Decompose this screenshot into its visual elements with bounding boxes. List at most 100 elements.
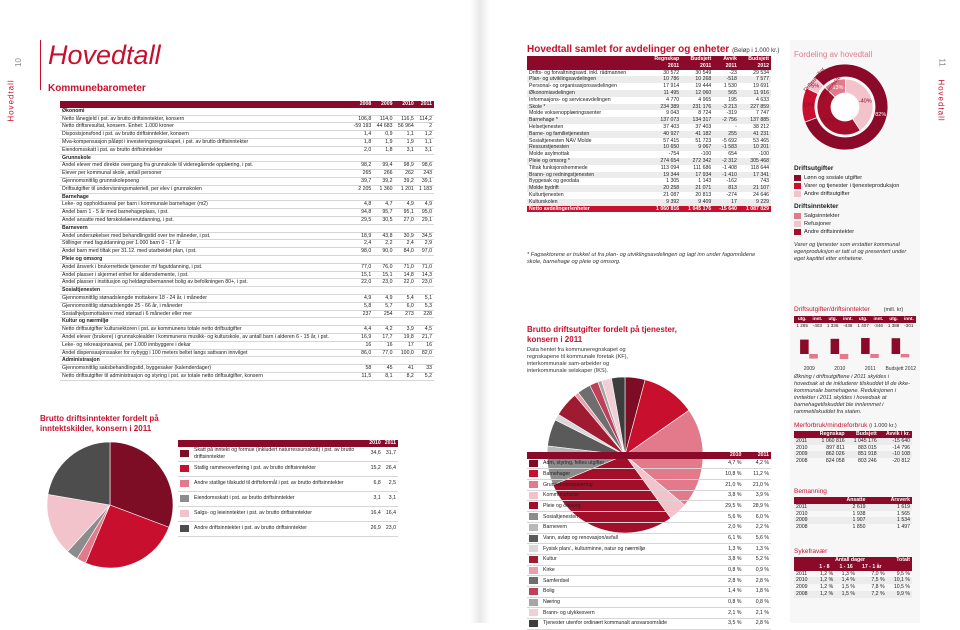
total-row: Netto avdelinger/enheter 1 060 816 1 045 1… <box>527 205 771 213</box>
table-cell: 3,8 % <box>715 554 744 566</box>
table-row: Molde bydrift 20 258 21 071 813 21 107 <box>527 185 771 192</box>
header-cell: Totalt <box>886 557 912 564</box>
table-cell: Gjennomsnittlig grunnskolepoeng <box>60 177 351 186</box>
table-cell: 3,1 <box>415 146 434 155</box>
table-cell: 2,8 % <box>715 575 744 587</box>
table-cell: 272 342 <box>681 157 714 165</box>
section-row: Grunnskole <box>60 154 434 163</box>
table-cell: -1 410 <box>713 171 739 179</box>
header-cell: 2008 <box>350 101 374 108</box>
table-cell: 4,9 <box>373 294 395 303</box>
table-cell: 40 927 <box>646 130 682 138</box>
table-cell: 17 <box>713 198 739 206</box>
header-cell <box>794 557 814 564</box>
legend-item: Andre driftsutgifter <box>794 190 914 198</box>
legend-swatch <box>180 494 189 502</box>
table-cell: 26,9 <box>367 521 383 537</box>
table-row: Elever per kommunal skole, antall person… <box>60 169 434 178</box>
table-cell: 20 258 <box>646 185 682 192</box>
table-cell: 237 <box>350 310 374 319</box>
table-cell: 37 403 <box>695 123 712 130</box>
table-cell: Sosialtjenesten <box>60 286 434 295</box>
table-row: Byggesak og geodata 1 305 1 143 -162 743 <box>527 178 771 185</box>
section-row: Kultur og nærmiljø <box>60 317 434 327</box>
page-number: 10 <box>13 58 23 67</box>
table-cell: Andel dispensasjonssaker for nybygg i 10… <box>60 349 351 358</box>
table-cell: 7 577 <box>738 76 771 84</box>
table-cell: 29,1 <box>415 216 434 225</box>
table-cell: 118 644 <box>750 164 769 171</box>
table-cell: Ressurstjenesten <box>527 144 647 152</box>
table-cell: 44 683 <box>373 122 395 132</box>
legend-swatch <box>794 212 801 219</box>
table-cell: 7 747 <box>756 110 769 117</box>
table-row: Pleie og omsorg 29,5 % 28,9 % <box>527 500 771 513</box>
table-cell: 8,2 <box>394 372 416 381</box>
swatch-cell <box>527 500 541 513</box>
table-row: 1 265 -403 1 336 -438 1 407 -346 1 388 -301 <box>794 323 916 330</box>
table-cell: 2010 <box>796 510 808 517</box>
table-cell: 743 <box>760 178 769 185</box>
table-row: Bolig 1,4 % 1,8 % <box>527 586 771 598</box>
table-cell: 16,9 <box>350 333 374 342</box>
table-cell: Kultur og nærmiljø <box>60 317 434 327</box>
table-row: Gjennomsnittlig saksbehandlingstid, bygg… <box>60 364 434 373</box>
units-footnote: * Fagsektorene er trukket ut fra plan- o… <box>527 252 756 265</box>
table-row: Helsetjenesten 37 403 37 403 - 38 212 <box>527 124 771 131</box>
table-cell: Informasjons- og serviceavdelingen <box>529 96 611 103</box>
overspend-title: Merforbruk/mindreforbruk (i 1.000 kr.) <box>794 422 897 429</box>
table-cell: 19 691 <box>753 83 769 90</box>
table-cell: 1,5 % <box>835 590 857 598</box>
table-row: Plan- og utviklingsavdelingen 10 786 10 26… <box>527 76 771 84</box>
header-cell: Budsjett <box>681 56 714 63</box>
table-cell: Drifts- og forvaltningsavd. inkl. rådman… <box>529 69 627 76</box>
swatch-cell <box>527 511 541 523</box>
table-cell: 7,8 % <box>871 584 885 591</box>
table-cell: 30,9 <box>394 232 416 241</box>
table-cell: Netto driftsresultat, konsern. Enhet: 1.… <box>60 122 351 132</box>
header-cell <box>527 62 647 70</box>
bar <box>839 354 849 359</box>
legend-swatch <box>529 534 538 542</box>
table-cell: -319 <box>726 110 737 117</box>
table-cell: 883 015 <box>857 444 877 451</box>
section-row: Barnevern <box>60 224 434 233</box>
swatch-cell <box>527 468 541 481</box>
table-row: Barne- og familietjenesten 40 927 41 182 25… <box>527 130 771 138</box>
table-cell: Statlig rammeoverføring i pst. av brutto… <box>192 461 368 477</box>
legend-swatch <box>529 566 538 574</box>
table-cell: 2,2 <box>373 239 395 249</box>
header-cell: 17 - 1 år <box>856 563 887 571</box>
swatch-cell <box>527 490 541 502</box>
ratio-unit: (mill. kr) <box>883 307 904 313</box>
swatch-cell <box>527 597 541 609</box>
table-cell: Helsetjenesten <box>529 123 564 130</box>
table-row: 2009 1,2 % 1,5 % 7,8 % 10,5 % <box>794 584 912 591</box>
table-cell: Personal- og organisasjonsavdelingen <box>529 83 617 90</box>
table-cell: 16 <box>373 341 395 350</box>
bar <box>809 354 818 359</box>
table-cell: -100 <box>700 151 712 158</box>
table-cell: Molde voksenopplæringssenter <box>529 110 602 117</box>
table-cell: 4,2 % <box>743 458 771 470</box>
table-cell: 30 549 <box>695 69 712 76</box>
table-cell: 95,0 <box>415 208 434 217</box>
header-cell: innt. <box>901 316 916 323</box>
table-cell: Kultur <box>541 554 716 566</box>
table-cell: 29,5 % <box>715 500 744 513</box>
table-cell: 4 965 <box>698 96 712 103</box>
table-cell: 2 205 <box>350 185 374 194</box>
table-cell: 1 565 <box>897 510 910 517</box>
table-cell: 2 <box>415 122 434 132</box>
table-cell: 1 530 <box>723 83 737 90</box>
bar <box>870 354 879 358</box>
table-row: Kirke 0,8 % 0,9 % <box>527 565 771 577</box>
table-cell: 6,0 % <box>743 511 771 523</box>
donut-label: 46% <box>823 118 834 124</box>
section-row: Økonomi <box>60 107 434 116</box>
table-row: Kulturskolen 9 392 9 409 17 9 229 <box>527 198 771 206</box>
table-cell: Barnehager <box>541 468 716 481</box>
table-cell: 29,5 <box>350 216 374 225</box>
table-row: Barnevern 2,0 % 2,2 % <box>527 522 771 534</box>
table-cell: 1 045 176 <box>846 437 879 445</box>
